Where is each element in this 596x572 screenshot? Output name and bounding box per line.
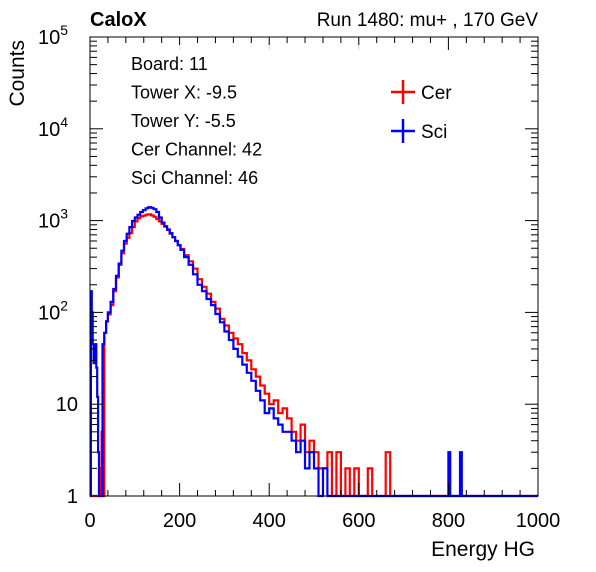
y-tick-label: 1 <box>67 486 78 508</box>
series-line-cer <box>90 213 538 498</box>
info-box <box>120 45 360 195</box>
header-left-title: CaloX <box>90 9 147 31</box>
legend-label-sci: Sci <box>421 122 447 143</box>
plot-frame <box>89 36 539 497</box>
x-tick-label: 0 <box>84 510 95 532</box>
x-axis-label: Energy HG <box>431 538 535 561</box>
info-line: Board: 11 <box>131 54 208 74</box>
x-tick-label: 200 <box>163 510 196 532</box>
y-tick-label: 10 <box>56 394 78 416</box>
y-tick-label: 102 <box>38 297 68 324</box>
x-tick-label: 800 <box>432 510 465 532</box>
x-tick-label: 600 <box>342 510 375 532</box>
ticks-layer: 0 200 400 600 800 1000 1 10 102 103 104 105 <box>38 22 560 532</box>
legend: Cer Sci <box>391 80 452 143</box>
info-line: Sci Channel: 46 <box>131 168 258 188</box>
y-tick-label: 104 <box>38 114 68 141</box>
info-line: Cer Channel: 42 <box>131 140 262 160</box>
x-tick-label: 1000 <box>516 510 561 532</box>
series-layer <box>89 206 538 498</box>
info-line: Tower Y: -5.5 <box>131 111 236 131</box>
info-layer: Board: 11 Tower X: -9.5 Tower Y: -5.5 Cer C… <box>131 54 262 188</box>
series-line-sci <box>89 206 538 498</box>
header-right-title: Run 1480: mu+ , 170 GeV <box>317 10 539 31</box>
legend-label-cer: Cer <box>421 83 452 104</box>
info-line: Tower X: -9.5 <box>131 83 237 103</box>
y-tick-label: 103 <box>38 206 68 233</box>
x-tick-label: 400 <box>253 510 286 532</box>
y-axis-label: Counts <box>6 40 29 107</box>
y-tick-label: 105 <box>38 22 68 49</box>
